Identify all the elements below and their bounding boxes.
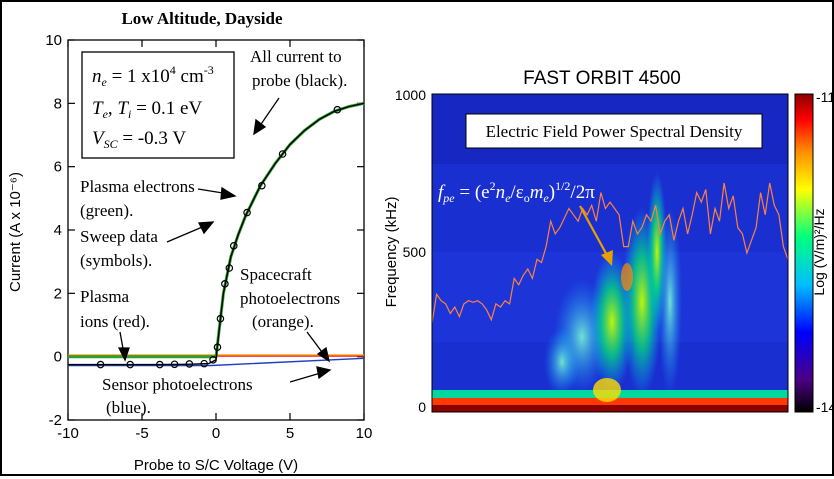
x-tick-label: 0 xyxy=(212,425,220,442)
emission-cyan-3 xyxy=(544,327,580,397)
right-y-ticks: 1000 500 0 xyxy=(395,87,426,415)
left-y-axis-label: Current (A x 10⁻⁶) xyxy=(7,172,24,292)
parameters-frame xyxy=(81,51,235,159)
arrow-sweep-data-head xyxy=(197,221,215,235)
y-tick-label: 4 xyxy=(54,222,62,239)
fpe-arrow-head xyxy=(601,250,613,266)
emission-yellow-base xyxy=(593,378,621,402)
left-x-axis-label: Probe to S/C Voltage (V) xyxy=(134,457,298,474)
right-ytick-0: 0 xyxy=(418,399,426,415)
annotation-sweep-data: Sweep data (symbols). xyxy=(80,227,158,270)
y-tick-label: 0 xyxy=(54,349,62,366)
right-ytick-1000: 1000 xyxy=(395,87,426,103)
arrow-plasma-ions-head xyxy=(117,347,130,362)
sweep-point xyxy=(258,181,266,190)
sweep-point xyxy=(155,360,164,369)
current-voltage-chart: Low Altitude, Dayside -10 -5 0 5 10 -2 0 2 4 6 8 10… xyxy=(7,9,372,474)
annotation-plasma-ions: Plasma ions (red). xyxy=(80,287,150,331)
left-chart-title: Low Altitude, Dayside xyxy=(121,9,282,28)
sweep-point xyxy=(126,360,134,369)
param-voltage: VSC = -0.3 V xyxy=(92,128,186,151)
fpe-label: fpe = (e2ne/εome)1/2/2π xyxy=(438,179,595,205)
spectrogram-frame xyxy=(431,93,789,413)
annotation-spacecraft-photoelectrons: Spacecraft photoelectrons (orange). xyxy=(240,265,340,331)
x-tick-label: -5 xyxy=(135,425,148,442)
colorbar-max: -11 xyxy=(816,89,832,105)
sweep-point xyxy=(229,242,238,250)
x-tick-label: 10 xyxy=(356,425,373,442)
right-chart-title: FAST ORBIT 4500 xyxy=(523,68,681,89)
sweep-point xyxy=(170,360,179,369)
sweep-point xyxy=(96,360,105,369)
colorbar xyxy=(794,93,814,413)
sweep-point xyxy=(278,150,287,158)
parameters-box: ne = 1 x104 cm-3 Te, Ti = 0.1 eV VSC = -… xyxy=(81,51,235,159)
x-tick-label: 5 xyxy=(286,425,294,442)
arrow-sweep-data xyxy=(166,224,208,243)
sweep-point xyxy=(200,359,208,368)
fpe-arrow xyxy=(579,205,609,258)
left-axis-ticks: -10 -5 0 5 10 -2 0 2 4 6 8 10 xyxy=(45,32,372,442)
left-annotations: All current to probe (black). Plasma elec… xyxy=(80,47,347,417)
annotation-plasma-electrons: Plasma electrons (green). xyxy=(80,177,195,220)
arrow-sensor-photoelectrons-head xyxy=(316,366,332,380)
sweep-point xyxy=(243,208,251,217)
emission-cyan-2 xyxy=(658,207,682,397)
y-tick-label: 2 xyxy=(54,285,62,302)
spectrogram-low-band-red xyxy=(432,398,788,406)
series-line-all-current xyxy=(68,102,365,366)
y-tick-label: -2 xyxy=(49,412,62,429)
sweep-point xyxy=(221,280,229,288)
annotation-arrows xyxy=(117,97,332,383)
sweep-point xyxy=(333,105,342,114)
annotation-sensor-photoelectrons: Sensor photoelectrons (blue). xyxy=(102,375,253,417)
arrow-all-current-head xyxy=(253,118,267,136)
right-ytick-500: 500 xyxy=(403,244,427,260)
x-tick-label: -10 xyxy=(57,425,79,442)
emission-orange-spot xyxy=(621,263,633,291)
inner-title-box xyxy=(465,113,763,149)
right-y-axis-label: Frequency (kHz) xyxy=(383,197,400,308)
sweep-point xyxy=(213,343,222,351)
sweep-point xyxy=(209,356,217,364)
param-temperature: Te, Ti = 0.1 eV xyxy=(92,98,202,121)
spectrogram-low-band-dark xyxy=(432,405,788,412)
sweep-point xyxy=(225,264,234,272)
annotation-all-current: All current to probe (black). xyxy=(250,47,347,90)
colorbar-min: -14 xyxy=(816,399,832,415)
sweep-point xyxy=(185,360,194,368)
inner-title: Electric Field Power Spectral Density xyxy=(486,122,743,141)
sweep-data-markers xyxy=(96,105,342,369)
arrow-spacecraft-photoelectrons-head xyxy=(316,346,330,363)
colorbar-label: Log (V/m)²/Hz xyxy=(811,208,827,295)
series-line-sensor-photoelectrons xyxy=(68,357,365,367)
sweep-point xyxy=(216,314,225,323)
fpe-trace xyxy=(431,182,789,324)
param-density: ne = 1 x104 cm-3 xyxy=(92,63,214,89)
arrow-plasma-electrons-head xyxy=(220,186,237,200)
spectrogram-chart: FAST ORBIT 4500 Electric Field Power xyxy=(383,68,834,415)
y-tick-label: 6 xyxy=(54,159,62,176)
y-tick-label: 8 xyxy=(54,95,62,112)
y-tick-label: 10 xyxy=(45,32,62,49)
